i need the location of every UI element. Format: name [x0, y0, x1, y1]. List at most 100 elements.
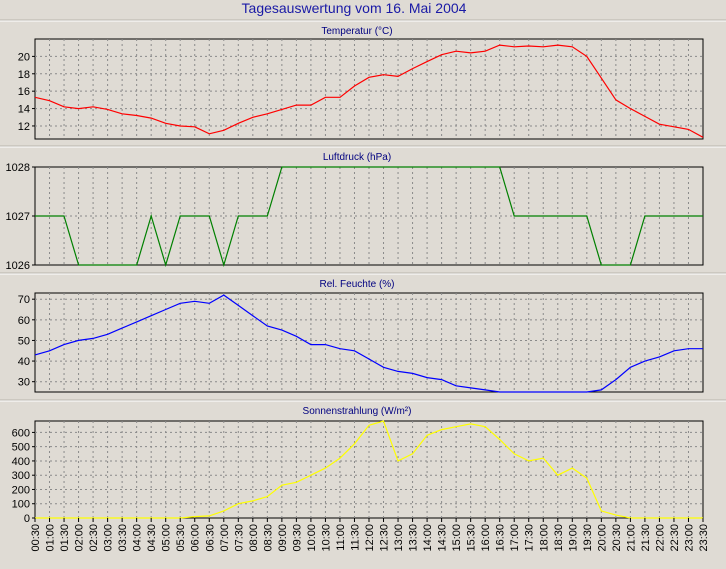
data-point [484, 389, 486, 391]
data-point [237, 304, 239, 306]
data-point [499, 391, 501, 393]
x-tick-label: 16:00 [480, 524, 492, 552]
data-point [557, 391, 559, 393]
data-point [542, 46, 544, 48]
x-tick-label: 00:30 [30, 524, 42, 552]
data-point [281, 329, 283, 331]
series-line [34, 294, 703, 393]
data-point [484, 166, 486, 168]
data-point [600, 389, 602, 391]
data-point [441, 429, 443, 431]
data-point [34, 96, 36, 98]
data-point [165, 309, 167, 311]
data-point [266, 496, 268, 498]
chart-panel-4: Sonnenstrahlung (W/m²) 0 100 200 300 400 500 60… [0, 399, 726, 525]
data-point [426, 166, 428, 168]
data-point [571, 215, 573, 217]
y-tick-label: 1026 [6, 260, 30, 272]
y-tick-label: 16 [18, 86, 30, 98]
data-point [339, 96, 341, 98]
data-point [412, 68, 414, 70]
data-point [266, 325, 268, 327]
data-point [470, 423, 472, 425]
x-tick-label: 21:30 [640, 524, 652, 552]
x-tick-label: 18:30 [553, 524, 565, 552]
x-tick-label: 09:30 [291, 524, 303, 552]
data-point [586, 55, 588, 57]
data-point [63, 106, 65, 108]
data-point [107, 264, 109, 266]
data-point [266, 113, 268, 115]
data-point [586, 215, 588, 217]
data-point [92, 337, 94, 339]
data-point [252, 215, 254, 217]
x-tick-label: 07:00 [219, 524, 231, 552]
data-point [615, 264, 617, 266]
y-tick-label: 12 [18, 121, 30, 133]
chart-panel-3: Rel. Feuchte (%) 30 40 50 60 70 [0, 272, 726, 393]
data-point [397, 370, 399, 372]
y-tick-label: 1027 [6, 211, 30, 223]
x-tick-label: 22:30 [669, 524, 681, 552]
data-point [600, 510, 602, 512]
data-point [179, 125, 181, 127]
data-point [266, 215, 268, 217]
y-tick-label: 70 [18, 294, 30, 306]
data-point [324, 467, 326, 469]
data-point [223, 129, 225, 131]
x-tick-label: 03:30 [117, 524, 129, 552]
y-tick-label: 600 [12, 427, 30, 439]
chart-panel-1: Temperatur (°C) 12 14 16 18 20 [0, 19, 726, 140]
data-point [571, 467, 573, 469]
x-tick-label: 22:00 [654, 524, 666, 552]
x-tick-label: 14:00 [422, 524, 434, 552]
data-point [281, 166, 283, 168]
data-point [513, 46, 515, 48]
data-point [92, 106, 94, 108]
x-tick-label: 21:00 [625, 524, 637, 552]
data-point [150, 117, 152, 119]
data-point [658, 356, 660, 358]
x-tick-label: 16:30 [495, 524, 507, 552]
data-point [368, 166, 370, 168]
data-point [542, 457, 544, 459]
data-point [412, 453, 414, 455]
data-point [208, 215, 210, 217]
x-tick-label: 12:30 [379, 524, 391, 552]
data-point [223, 294, 225, 296]
x-tick-label: 20:00 [596, 524, 608, 552]
data-point [426, 434, 428, 436]
data-point [484, 426, 486, 428]
data-point [324, 344, 326, 346]
x-tick-label: 08:00 [248, 524, 260, 552]
data-point [513, 215, 515, 217]
data-point [92, 264, 94, 266]
x-tick-label: 19:00 [567, 524, 579, 552]
x-tick-label: 01:30 [59, 524, 71, 552]
x-tick-label: 04:30 [146, 524, 158, 552]
x-tick-label: 17:00 [509, 524, 521, 552]
data-point [441, 54, 443, 56]
data-point [441, 166, 443, 168]
data-point [687, 215, 689, 217]
x-tick-label: 02:00 [74, 524, 86, 552]
data-point [383, 366, 385, 368]
data-point [673, 215, 675, 217]
data-point [295, 335, 297, 337]
data-point [353, 166, 355, 168]
data-point [107, 108, 109, 110]
series-line [35, 166, 703, 268]
data-point [339, 457, 341, 459]
data-point [629, 264, 631, 266]
data-point [455, 426, 457, 428]
data-point [165, 264, 167, 266]
data-point [150, 215, 152, 217]
x-tick-label: 20:30 [611, 524, 623, 552]
data-point [252, 116, 254, 118]
y-tick-label: 200 [12, 484, 30, 496]
x-tick-label: 10:00 [306, 524, 318, 552]
y-tick-label: 20 [18, 51, 30, 63]
data-point [687, 128, 689, 130]
y-tick-label: 1028 [6, 162, 30, 174]
